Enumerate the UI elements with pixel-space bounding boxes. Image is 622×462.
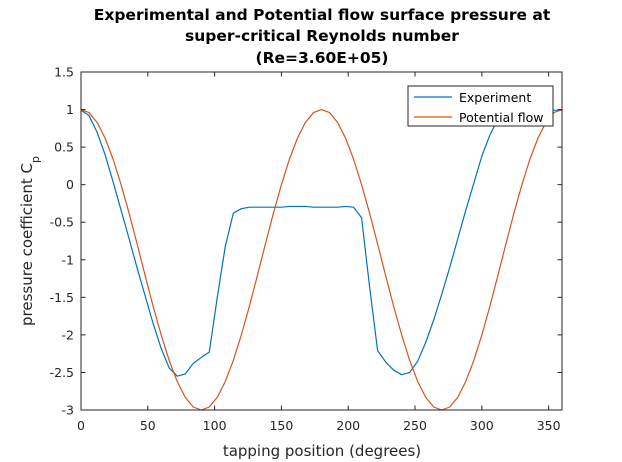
x-tick-label: 300 bbox=[470, 418, 494, 433]
y-axis-label-main: pressure coefficient C bbox=[18, 163, 36, 326]
x-tick-label: 200 bbox=[336, 418, 360, 433]
ticks-layer: 0 50 100 150 200 250 300 350 -3 -2.5 -2 -1.5 -1 -0.5 0… bbox=[50, 65, 562, 433]
y-tick-label: 0.5 bbox=[54, 140, 74, 155]
axes-layer bbox=[80, 71, 563, 411]
y-tick-label: 1 bbox=[66, 102, 74, 117]
y-tick-label: -1.5 bbox=[50, 290, 74, 305]
x-tick-label: 150 bbox=[269, 418, 293, 433]
chart-title-line-1: Experimental and Potential flow surface … bbox=[94, 6, 551, 24]
series-line-potential-flow bbox=[80, 108, 563, 411]
y-tick-label: 1.5 bbox=[54, 65, 74, 80]
y-tick-label: -1 bbox=[62, 252, 74, 267]
legend-label-potential-flow: Potential flow bbox=[459, 110, 543, 125]
x-tick-label: 250 bbox=[403, 418, 427, 433]
x-tick-label: 50 bbox=[140, 418, 156, 433]
x-tick-label: 350 bbox=[537, 418, 561, 433]
y-axis-label: pressure coefficient Cp bbox=[18, 156, 42, 326]
x-axis-label: tapping position (degrees) bbox=[223, 442, 421, 460]
legend-label-experiment: Experiment bbox=[459, 90, 531, 105]
axes-box bbox=[80, 71, 563, 411]
x-tick-label: 100 bbox=[203, 418, 227, 433]
legend: Experiment Potential flow bbox=[407, 85, 554, 127]
y-tick-label: -3 bbox=[62, 403, 74, 418]
series-layer bbox=[80, 108, 563, 411]
series-line-experiment bbox=[80, 109, 562, 377]
x-tick-label: 0 bbox=[77, 418, 85, 433]
chart-title-line-3: (Re=3.60E+05) bbox=[256, 49, 389, 67]
y-axis-label-subscript: p bbox=[29, 156, 42, 163]
y-tick-label: 0 bbox=[66, 177, 74, 192]
chart-title-line-2: super-critical Reynolds number bbox=[185, 27, 459, 45]
y-tick-label: -0.5 bbox=[50, 215, 74, 230]
plot-area bbox=[81, 72, 562, 410]
legend-box bbox=[407, 85, 554, 127]
y-tick-label: -2.5 bbox=[50, 365, 74, 380]
y-tick-label: -2 bbox=[62, 327, 74, 342]
